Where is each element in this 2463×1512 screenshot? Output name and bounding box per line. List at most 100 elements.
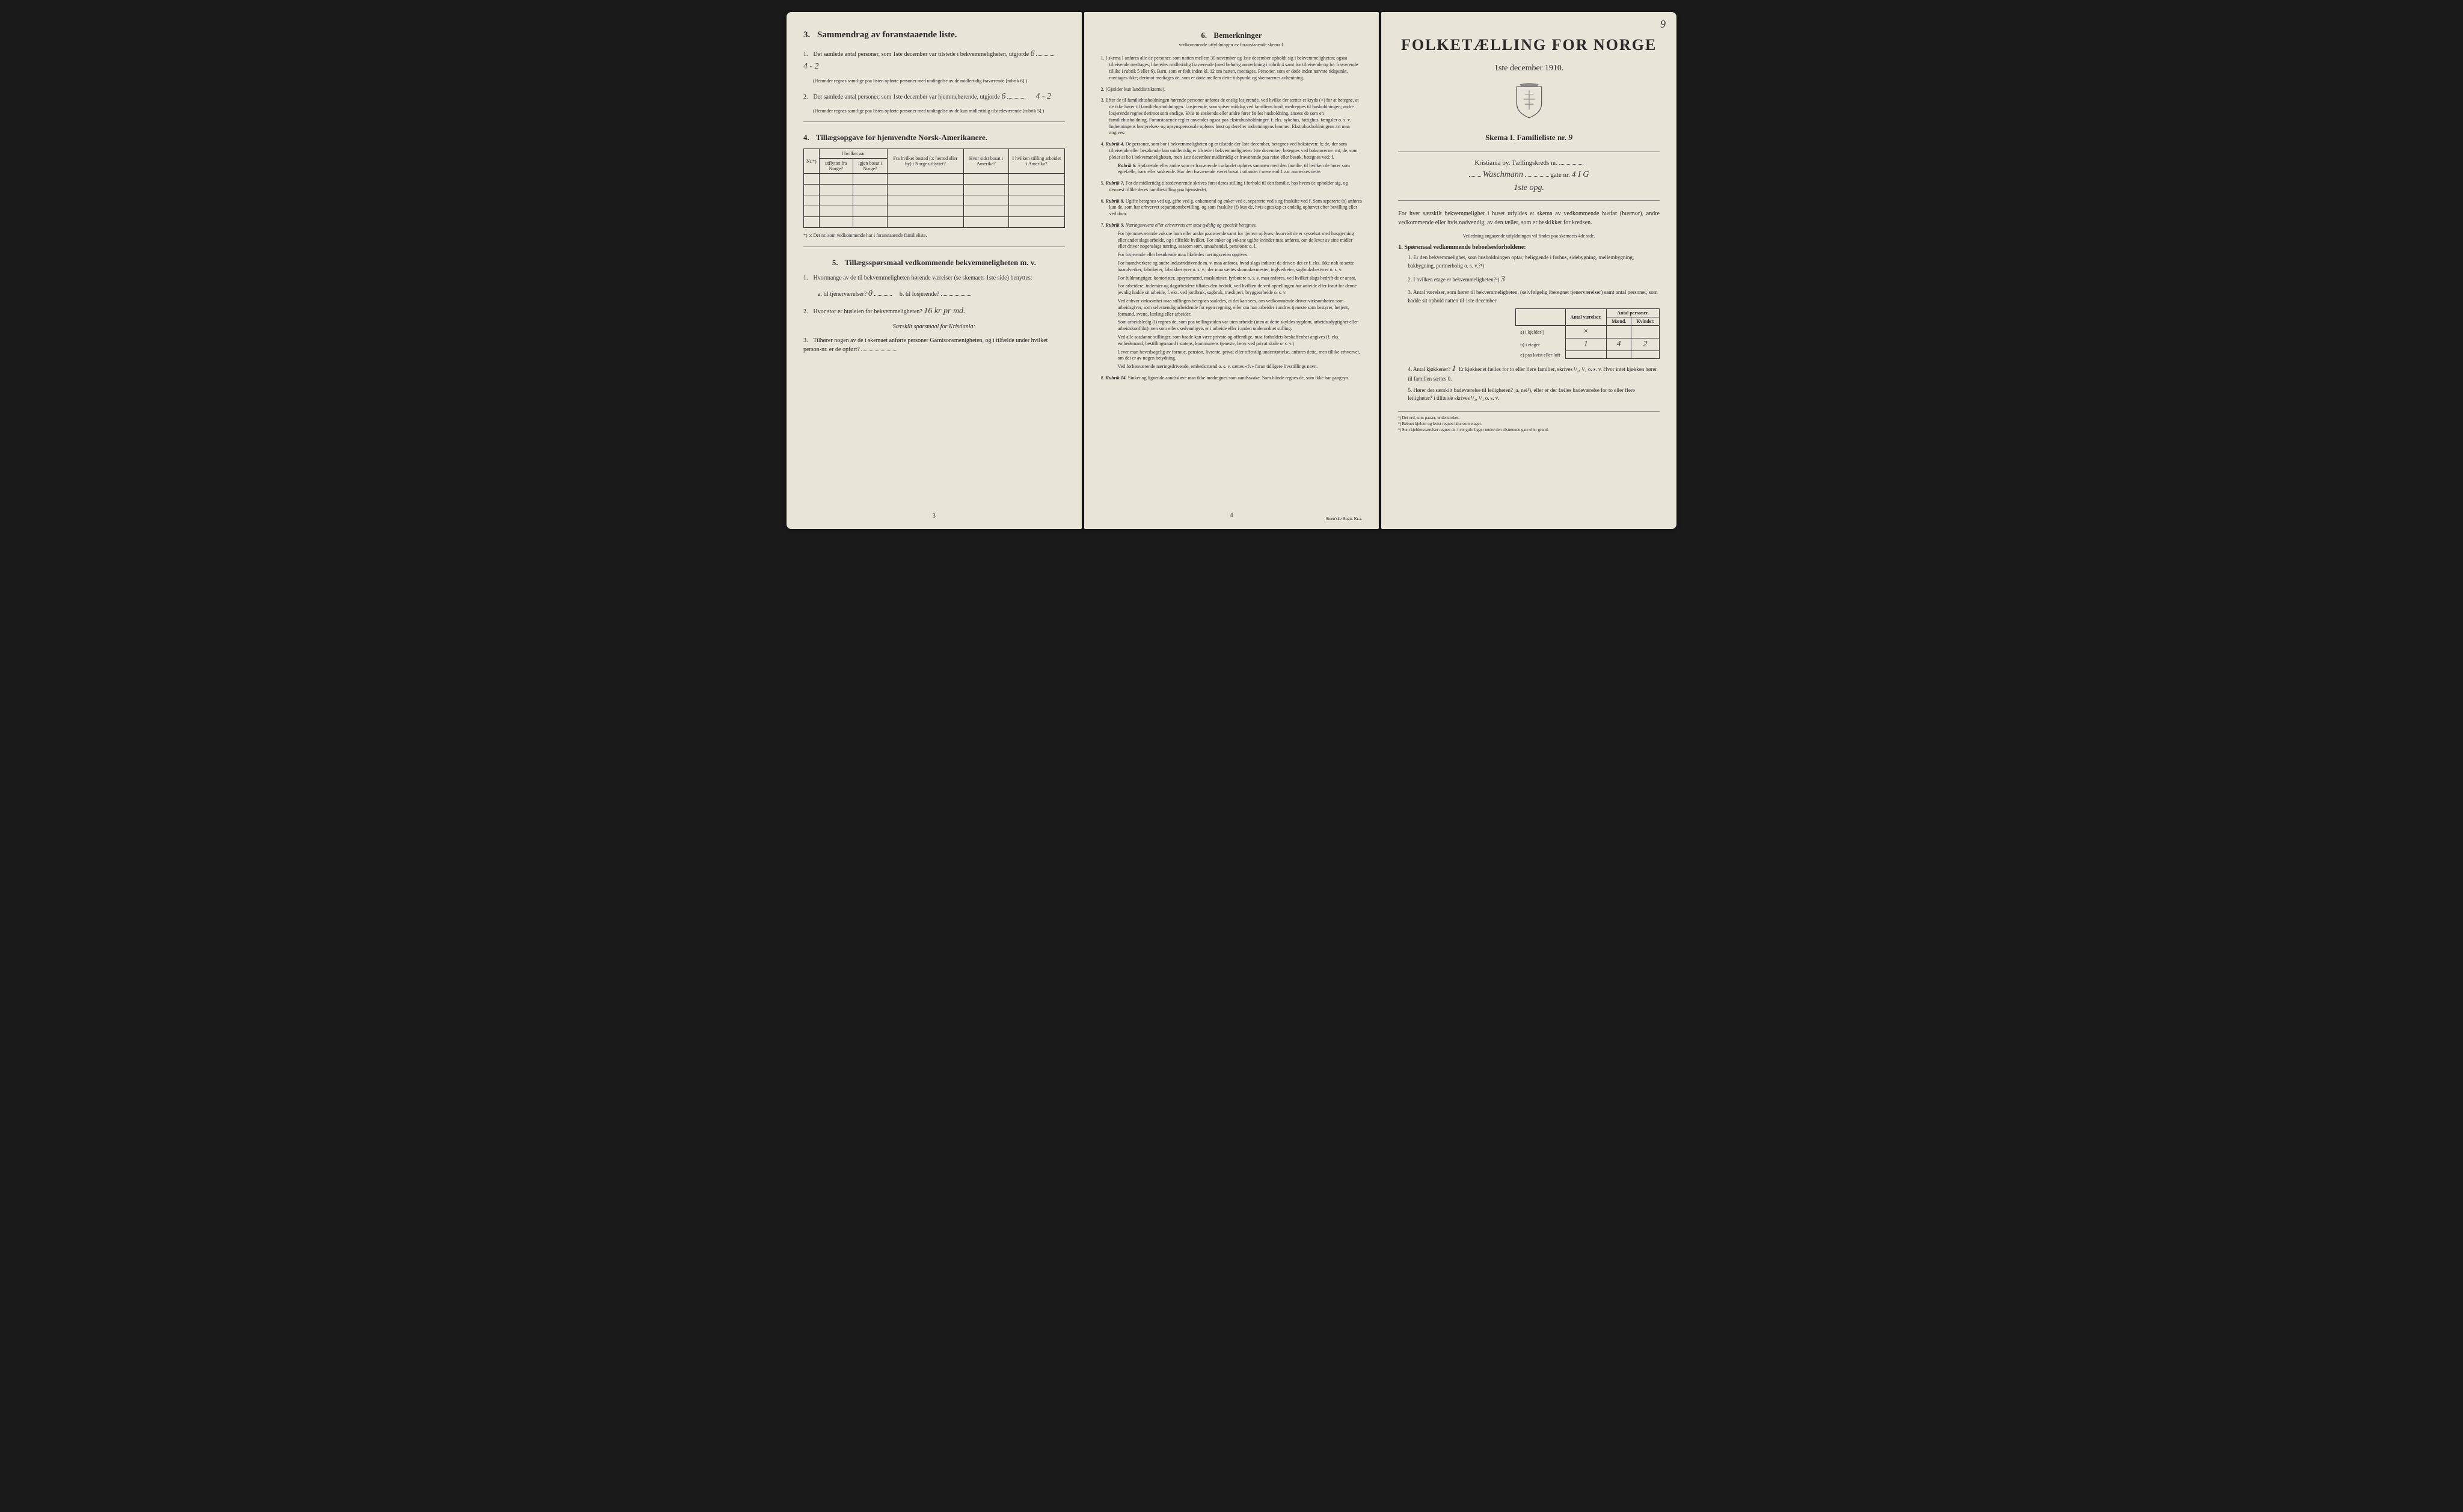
r9-p0: For hjemmeværende voksne barn eller andr… [1109, 231, 1363, 250]
q5-1-sub: a. til tjenerværelser? 0 b. til losjeren… [818, 287, 1065, 300]
q5-2-note: Særskilt spørsmaal for Kristiania: [803, 322, 1065, 331]
r9-p8: Lever man hovedsagelig av formue, pensio… [1109, 349, 1363, 363]
th-kvinder: Kvinder. [1631, 317, 1660, 326]
q5-2: 2. Hvor stor er husleien for bekvemmelig… [803, 305, 1065, 317]
section-6-subtitle: vedkommende utfyldningen av foranstaaend… [1101, 42, 1363, 49]
remark-6: 6. Rubrik 8. Ugifte betegnes ved ug, gif… [1101, 198, 1363, 218]
footnotes: ¹) Det ord, som passer, understrekes. ²)… [1398, 411, 1660, 432]
r9-p2: For haandverkere og andre industridriven… [1109, 260, 1363, 274]
right-q3: 3. Antal værelser, som hører til bekvemm… [1408, 289, 1660, 305]
q3-2-handnote: 4 - 2 [1035, 92, 1051, 101]
norsk-amerikanere-table: Nr.*) I hvilket aar Fra hvilket bosted (… [803, 148, 1065, 228]
fn-1: ¹) Det ord, som passer, understrekes. [1398, 415, 1660, 420]
q3-2: 2. Det samlede antal personer, som 1ste … [803, 90, 1065, 103]
remark-1: 1. I skema I anføres alle de personer, s… [1101, 55, 1363, 81]
q3-2-note: (Herunder regnes samtlige paa listen opf… [813, 108, 1065, 114]
r9-p7: Ved alle saadanne stillinger, som baade … [1109, 334, 1363, 347]
etage-handwritten: 1ste opg. [1514, 183, 1544, 192]
corner-pagemark: 9 [1660, 18, 1666, 31]
location-city: Kristiania by. Tællingskreds nr. [1398, 159, 1660, 167]
th-aar: I hvilket aar [819, 149, 887, 159]
stats-table: Antal værelser. Antal personer. Mænd. Kv… [1515, 308, 1660, 359]
q3-2-text: Det samlede antal personer, som 1ste dec… [814, 94, 1000, 100]
section-4-title: 4. Tillægsopgave for hjemvendte Norsk-Am… [803, 133, 1065, 142]
skema-line: Skema I. Familieliste nr. 9 [1398, 133, 1660, 143]
rubrik-6: Rubrik 6. Sjøfarende eller andre som er … [1109, 163, 1363, 176]
remark-2: 2. (Gjælder kun landdistrikterne). [1101, 87, 1363, 93]
stats-row-b: b) i etager 1 4 2 [1515, 338, 1659, 351]
section-4-num: 4. [803, 133, 809, 142]
stats-row-c: c) paa kvist eller loft [1515, 351, 1659, 359]
section-6-title-text: Bemerkninger [1213, 31, 1262, 40]
remark-7: 7. Rubrik 9. Næringsveiens eller erhverv… [1101, 222, 1363, 370]
street-line: Waschmann gate nr. 4 I G [1398, 170, 1660, 180]
th-bosted: Fra hvilket bosted (ɔ: herred eller by) … [888, 149, 964, 174]
stats-row-a: a) i kjelder³) × [1515, 326, 1659, 338]
th-igjen: igjen bosat i Norge? [853, 159, 887, 174]
q5-3: 3. Tilhører nogen av de i skemaet anført… [803, 336, 1065, 354]
q5-1-text: Hvormange av de til bekvemmeligheten hør… [814, 275, 1032, 281]
fn-2: ²) Beboet kjelder og kvist regnes ikke s… [1398, 421, 1660, 426]
right-q4: 4. Antal kjøkkener? 1 Er kjøkkenet fælle… [1408, 363, 1660, 384]
section-3-num: 3. [803, 30, 810, 40]
etage-line: 1ste opg. [1398, 183, 1660, 193]
r9-p3: For fuldmægtiger, kontorister, opsynsmæn… [1109, 275, 1363, 282]
section-6-num: 6. [1201, 31, 1207, 40]
th-utflyttet: utflyttet fra Norge? [819, 159, 853, 174]
th-personer: Antal personer. [1607, 309, 1660, 317]
th-vaerelser: Antal værelser. [1565, 309, 1607, 326]
main-title: FOLKETÆLLING FOR NORGE [1398, 36, 1660, 54]
section-6-title: 6. Bemerkninger [1101, 30, 1363, 41]
page-4: 6. Bemerkninger vedkommende utfyldningen… [1084, 12, 1379, 529]
street-name: Waschmann [1483, 170, 1523, 179]
intro-note: Veiledning angaaende utfyldningen vil fi… [1398, 233, 1660, 239]
page-1-cover: 9 FOLKETÆLLING FOR NORGE 1ste december 1… [1381, 12, 1676, 529]
q5-3-text: Tilhører nogen av de i skemaet anførte p… [803, 337, 1047, 353]
q3-1-handnote: 4 - 2 [803, 62, 819, 71]
r9-p9: Ved forhenværende næringsdrivende, embed… [1109, 364, 1363, 370]
section-5-title: 5. Tillægsspørsmaal vedkommende bekvemme… [803, 258, 1065, 268]
remarks-list: 1. I skema I anføres alle de personer, s… [1101, 55, 1363, 381]
q3-1: 1. Det samlede antal personer, som 1ste … [803, 47, 1065, 73]
q5-1b-text: b. til losjerende? [900, 291, 939, 298]
th-stilling: I hvilken stilling arbeidet i Amerika? [1009, 149, 1065, 174]
section-3-title: 3. Sammendrag av foranstaaende liste. [803, 30, 1065, 40]
th-maend: Mænd. [1607, 317, 1631, 326]
r9-p1: For losjerende eller besøkende maa likel… [1109, 252, 1363, 259]
remark-3: 3. Efter de til familiehusholdningen hør… [1101, 97, 1363, 136]
q3-1-note: (Herunder regnes samtlige paa listen opf… [813, 78, 1065, 84]
printer-mark: Steen'ske Bogtr. Kr.a. [1326, 516, 1363, 522]
q3-1-value: 6 [1031, 49, 1035, 58]
q-main: 1. Spørsmaal vedkommende beboelsesforhol… [1398, 244, 1660, 251]
page-4-number: 4 [1230, 512, 1233, 520]
section-5-num: 5. [832, 258, 838, 267]
r9-p4: For arbeidere, inderster og dagarbeidere… [1109, 283, 1363, 296]
right-q4-value: 1 [1452, 364, 1456, 373]
right-q2: 2. I hvilken etage er bekvemmeligheten?²… [1408, 273, 1660, 286]
q5-2-text: Hvor stor er husleien for bekvemmelighet… [814, 308, 922, 315]
familieliste-nr: 9 [1568, 133, 1572, 142]
remark-5: 5. Rubrik 7. For de midlertidig tilstede… [1101, 180, 1363, 194]
section-4-footnote: *) ɔ: Det nr. som vedkommende har i fora… [803, 233, 1065, 239]
right-q5: 5. Hører der særskilt badeværelse til le… [1408, 387, 1660, 403]
fn-3: ³) Som kjeldersværelser regnes de, hvis … [1398, 427, 1660, 432]
street-number: 4 I G [1572, 170, 1589, 179]
th-nr: Nr.*) [804, 149, 820, 174]
remark-4: 4. Rubrik 4. De personer, som bor i bekv… [1101, 141, 1363, 176]
r9-p5: Ved enhver virksomhet maa stillingen bet… [1109, 298, 1363, 317]
page-3-number: 3 [933, 513, 936, 519]
right-q1: 1. Er den bekvemmelighet, som husholdnin… [1408, 254, 1660, 270]
q5-1a-value: 0 [868, 289, 873, 298]
q5-1: 1. Hvormange av de til bekvemmeligheten … [803, 274, 1065, 283]
coat-of-arms-icon [1398, 82, 1660, 122]
remark-8: 8. Rubrik 14. Sinker og lignende aandssl… [1101, 375, 1363, 382]
census-date: 1ste december 1910. [1398, 64, 1660, 73]
section-5-title-text: Tillægsspørsmaal vedkommende bekvemmelig… [845, 258, 1036, 267]
th-hvor: Hvor sidst bosat i Amerika? [963, 149, 1008, 174]
section-4-title-text: Tillægsopgave for hjemvendte Norsk-Ameri… [816, 133, 987, 142]
q3-2-value: 6 [1001, 92, 1005, 101]
r9-p6: Som arbeidsledig (l) regnes de, som paa … [1109, 319, 1363, 332]
census-document: 3. Sammendrag av foranstaaende liste. 1.… [787, 12, 1676, 529]
page-3: 3. Sammendrag av foranstaaende liste. 1.… [787, 12, 1082, 529]
section-3-title-text: Sammendrag av foranstaaende liste. [817, 30, 957, 40]
